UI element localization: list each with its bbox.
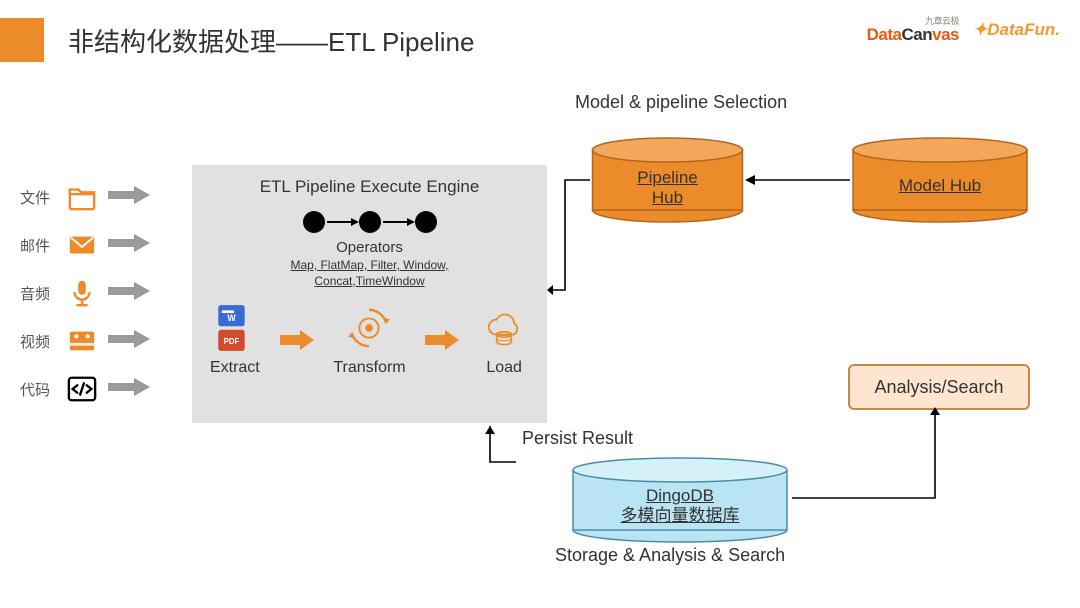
- storage-caption: Storage & Analysis & Search: [555, 545, 785, 566]
- input-label: 代码: [20, 379, 56, 400]
- video-icon: [66, 325, 98, 357]
- input-label: 视频: [20, 331, 56, 352]
- pipeline-hub-cylinder: Pipeline Hub: [590, 136, 745, 224]
- svg-text:PDF: PDF: [223, 337, 239, 346]
- input-row-mail: 邮件: [20, 221, 190, 269]
- operator-nodes: [192, 211, 547, 233]
- title-bar: 非结构化数据处理——ETL Pipeline: [0, 18, 474, 62]
- dingodb-cylinder: DingoDB 多模向量数据库: [570, 456, 790, 544]
- page-title: 非结构化数据处理——ETL Pipeline: [68, 22, 474, 59]
- title-accent-block: [0, 18, 44, 62]
- transform-label: Transform: [333, 359, 405, 377]
- model-hub-cylinder: Model Hub: [850, 136, 1030, 224]
- load-label: Load: [486, 359, 522, 377]
- arrow-icon: [108, 282, 150, 305]
- input-sources: 文件邮件音频视频代码: [20, 173, 190, 413]
- input-label: 邮件: [20, 235, 56, 256]
- arrow-icon: [108, 186, 150, 209]
- mail-icon: [66, 229, 98, 261]
- extract-icon: W PDF: [210, 303, 260, 353]
- arrow-icon: [108, 234, 150, 257]
- dingodb-label: DingoDB 多模向量数据库: [570, 486, 790, 527]
- arrow-icon: [108, 330, 150, 353]
- operator-node: [303, 211, 325, 233]
- input-row-video: 视频: [20, 317, 190, 365]
- operators-title: Operators: [192, 239, 547, 256]
- selection-caption: Model & pipeline Selection: [575, 92, 787, 113]
- pipeline-hub-label: Pipeline Hub: [590, 168, 745, 209]
- extract-label: Extract: [210, 359, 260, 377]
- arrow-icon: [381, 216, 415, 228]
- arrow-icon: [425, 330, 459, 350]
- arrow-icon: [280, 330, 314, 350]
- mic-icon: [66, 277, 98, 309]
- operators-list: Map, FlatMap, Filter, Window,Concat,Time…: [192, 258, 547, 289]
- input-row-folder: 文件: [20, 173, 190, 221]
- operator-node: [359, 211, 381, 233]
- datacanvas-logo: 九章云极 DataCanvas: [867, 14, 959, 45]
- engine-title: ETL Pipeline Execute Engine: [192, 177, 547, 197]
- analysis-search-box: Analysis/Search: [848, 364, 1030, 410]
- operator-node: [415, 211, 437, 233]
- etl-steps: W PDF Extract Transform: [192, 303, 547, 377]
- input-label: 音频: [20, 283, 56, 304]
- extract-step: W PDF Extract: [210, 303, 260, 377]
- datafun-logo: ✦DataFun.: [973, 20, 1060, 40]
- transform-icon: [344, 303, 394, 353]
- load-step: Load: [479, 303, 529, 377]
- model-hub-label: Model Hub: [850, 176, 1030, 196]
- load-icon: [479, 303, 529, 353]
- code-icon: [66, 373, 98, 405]
- connector-modelhub-to-pipelinehub: [745, 170, 855, 190]
- folder-icon: [66, 181, 98, 213]
- transform-step: Transform: [333, 303, 405, 377]
- persist-caption: Persist Result: [522, 428, 633, 449]
- input-label: 文件: [20, 187, 56, 208]
- svg-text:W: W: [227, 313, 236, 323]
- arrow-icon: [325, 216, 359, 228]
- input-row-mic: 音频: [20, 269, 190, 317]
- input-row-code: 代码: [20, 365, 190, 413]
- connector-engine-to-persist: [480, 420, 520, 475]
- etl-engine-box: ETL Pipeline Execute Engine Operators Ma…: [192, 165, 547, 423]
- arrow-icon: [108, 378, 150, 401]
- logo-area: 九章云极 DataCanvas ✦DataFun.: [867, 14, 1060, 45]
